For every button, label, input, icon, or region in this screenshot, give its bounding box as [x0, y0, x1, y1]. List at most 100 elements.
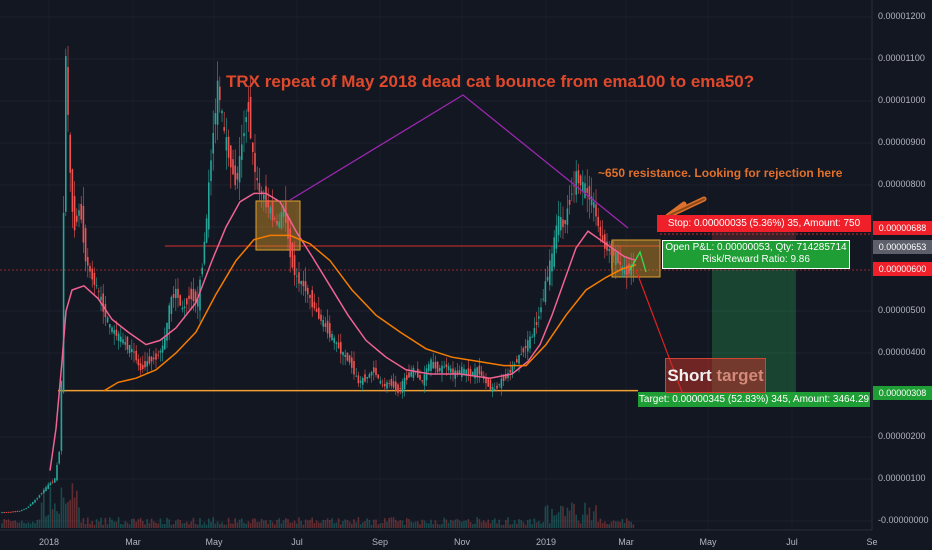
candle-body [227, 136, 230, 158]
candle-body [111, 327, 113, 332]
volume-bar [212, 517, 214, 528]
volume-bar [263, 520, 265, 528]
candle-body [491, 386, 494, 392]
stop-label[interactable]: Stop: 0.00000035 (5.36%) 35, Amount: 750 [657, 215, 871, 232]
candle-body [199, 279, 201, 311]
volume-bar [38, 519, 41, 528]
volume-bar [485, 522, 487, 528]
volume-bar [296, 523, 298, 528]
volume-bar [120, 524, 122, 528]
candle-body [82, 205, 85, 243]
candle-body [557, 216, 560, 236]
candle-body [256, 178, 258, 181]
volume-bar [340, 524, 342, 528]
candle-body [353, 360, 355, 375]
x-tick-label: Se [866, 537, 878, 547]
volume-bar [14, 520, 16, 528]
candle-body [29, 504, 32, 506]
candle-body [168, 305, 170, 330]
candle-body [428, 364, 430, 372]
candle-body [296, 275, 298, 277]
volume-bar [410, 521, 412, 528]
y-tick-label: 0.00000100 [878, 473, 926, 483]
candle-body [357, 375, 360, 384]
pnl-line-2: Risk/Reward Ratio: 9.86 [702, 254, 810, 265]
candle-body [34, 499, 36, 503]
volume-bar [309, 519, 311, 528]
candle-body [318, 307, 320, 319]
volume-bar [300, 520, 302, 528]
candle-body [93, 272, 96, 285]
volume-bar [29, 523, 32, 528]
volume-bar [139, 517, 142, 528]
candle-body [208, 182, 210, 230]
pnl-label[interactable]: Open P&L: 0.00000053, Qty: 714285714 Ris… [662, 240, 850, 269]
volume-bar [183, 523, 186, 528]
volume-bar [579, 523, 582, 528]
candle-body [205, 218, 208, 243]
candle-body [14, 511, 16, 513]
candle-body [529, 336, 531, 349]
volume-bar [335, 522, 338, 528]
candle-body [370, 371, 373, 376]
volume-bar [142, 521, 144, 528]
candle-body [582, 181, 584, 192]
candle-body [553, 237, 555, 267]
candle-body [373, 367, 375, 373]
volume-bar [428, 523, 430, 528]
candle-body [113, 330, 115, 334]
volume-bar [234, 518, 236, 528]
volume-bar [520, 520, 522, 528]
volume-bar [458, 520, 461, 528]
volume-bar [318, 522, 320, 528]
candle-body [368, 374, 371, 378]
candle-body [355, 375, 357, 377]
candle-body [18, 510, 21, 512]
volume-bar [379, 523, 382, 528]
candle-body [518, 354, 520, 364]
candle-body [533, 328, 536, 337]
short-target-label: Short target [665, 358, 766, 393]
candle-body [177, 288, 179, 298]
volume-bar [406, 518, 408, 528]
volume-bar [78, 507, 80, 528]
volume-bar [100, 517, 102, 528]
volume-bar [617, 521, 619, 528]
volume-bar [260, 518, 263, 528]
candle-body [566, 208, 569, 225]
candle-body [329, 323, 331, 338]
candle-body [542, 298, 544, 300]
volume-bar [375, 519, 377, 528]
candle-body [100, 296, 102, 301]
target-label[interactable]: Target: 0.00000345 (52.83%) 345, Amount:… [638, 392, 870, 407]
volume-bar [509, 524, 511, 528]
candle-body [230, 145, 232, 168]
volume-bar [472, 524, 474, 528]
orange-arrow-shadow [667, 198, 705, 217]
candle-body [54, 478, 56, 483]
volume-bar [307, 520, 309, 528]
volume-bar [337, 518, 340, 528]
volume-bar [98, 521, 100, 528]
volume-bar [271, 522, 274, 528]
candle-body [76, 215, 78, 222]
candle-body [573, 185, 575, 187]
volume-bar [223, 524, 225, 528]
volume-bar [551, 508, 553, 528]
volume-bar [106, 524, 109, 528]
volume-bar [535, 522, 538, 528]
volume-bar [518, 519, 520, 528]
candle-body [304, 281, 307, 292]
volume-bar [348, 521, 351, 528]
volume-bar [597, 521, 599, 528]
volume-bar [566, 507, 569, 528]
y-tick-label: 0.00001000 [878, 95, 926, 105]
volume-bar [542, 522, 544, 528]
candle-body [335, 342, 338, 344]
volume-bar [502, 524, 505, 528]
target-word: target [716, 366, 764, 385]
candle-body [342, 351, 344, 356]
volume-bar [364, 521, 366, 528]
candle-body [153, 357, 155, 360]
candle-body [430, 359, 432, 371]
